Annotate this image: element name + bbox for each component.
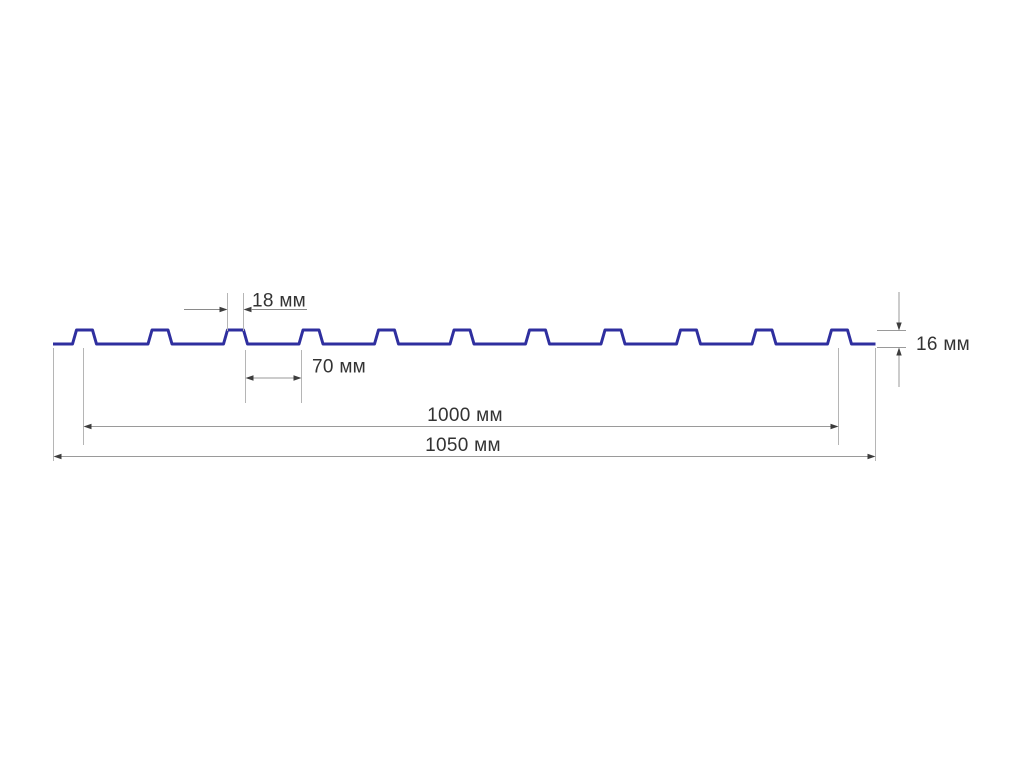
dim-overall-width: 1050 мм: [53, 348, 876, 461]
arrow-right-icon: [867, 453, 876, 460]
dim-working-width: 1000 мм: [83, 348, 839, 445]
arrow-down-icon: [896, 322, 902, 331]
dim-label-profile-height: 16 мм: [916, 334, 970, 355]
dim-label-rib-spacing: 70 мм: [312, 357, 366, 378]
dim-label-working-width: 1000 мм: [427, 405, 503, 426]
arrow-left-icon: [245, 375, 254, 381]
dim-profile-height: 16 мм: [877, 292, 970, 387]
sheet-profile-outline: [53, 328, 876, 346]
dim-rib-top-width: 18 мм: [184, 291, 307, 331]
arrow-up-icon: [896, 347, 902, 356]
dim-rib-spacing: 70 мм: [245, 350, 366, 403]
arrow-right-icon: [830, 423, 839, 430]
arrow-left-icon: [53, 453, 62, 460]
dim-label-overall-width: 1050 мм: [425, 435, 501, 456]
dim-label-rib-top-width: 18 мм: [252, 291, 306, 312]
arrow-right-icon: [293, 375, 302, 381]
arrow-right-icon: [219, 306, 228, 313]
arrow-left-icon: [83, 423, 92, 430]
arrow-left-icon: [243, 306, 252, 313]
